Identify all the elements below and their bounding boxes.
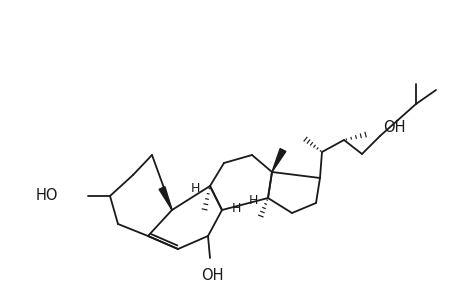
Text: HO: HO [35,188,58,203]
Text: H: H [190,182,200,194]
Text: H: H [231,202,241,214]
Text: OH: OH [200,268,223,283]
Text: OH: OH [382,121,405,136]
Polygon shape [159,187,172,210]
Text: H: H [248,194,257,206]
Polygon shape [271,148,285,172]
